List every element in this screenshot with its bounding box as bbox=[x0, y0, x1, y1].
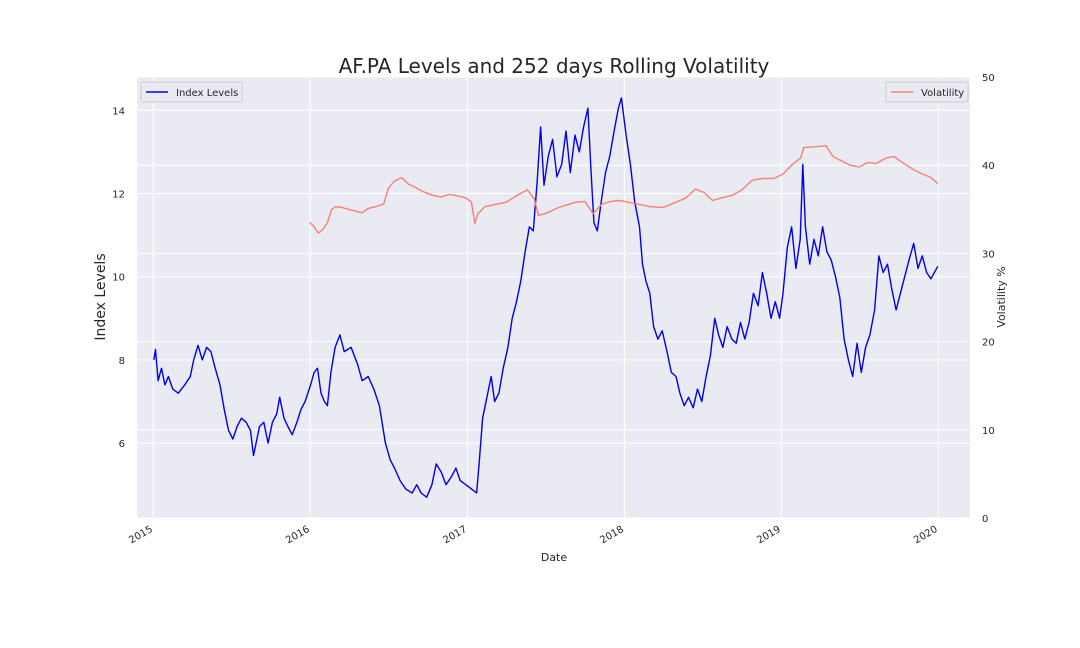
y-right-tick-label: 50 bbox=[982, 73, 995, 84]
series-line-index-levels bbox=[153, 97, 939, 498]
x-tick-label: 2017 bbox=[441, 524, 469, 546]
y-right-tick-label: 20 bbox=[982, 338, 995, 349]
series-layer bbox=[153, 97, 939, 498]
y-right-tick-label: 40 bbox=[982, 161, 995, 172]
y-right-tick-label: 30 bbox=[982, 249, 995, 260]
x-tick-label: 2019 bbox=[755, 524, 783, 546]
y-left-tick-label: 8 bbox=[119, 356, 125, 367]
y-left-tick-label: 10 bbox=[112, 273, 125, 284]
x-axis-label: Date bbox=[541, 551, 568, 564]
legend-index-levels: Index Levels bbox=[140, 81, 243, 103]
x-tick-label: 2015 bbox=[127, 524, 155, 546]
grid bbox=[137, 76, 970, 519]
y-axis-left-label: Index Levels bbox=[93, 253, 109, 340]
legend-box bbox=[140, 81, 243, 103]
y-right-tick-label: 0 bbox=[982, 514, 988, 525]
y-right-tick-label: 10 bbox=[982, 426, 995, 437]
series-line-volatility bbox=[309, 145, 939, 234]
legend-box bbox=[885, 81, 969, 103]
y-left-tick-label: 6 bbox=[119, 439, 125, 450]
x-tick-label: 2018 bbox=[598, 524, 626, 546]
legend-volatility: Volatility bbox=[885, 81, 969, 103]
y-axis-right-label: Volatility % bbox=[995, 266, 1008, 327]
y-left-tick-label: 12 bbox=[112, 189, 125, 200]
x-tick-label: 2016 bbox=[284, 524, 312, 546]
legend-label-volatility: Volatility bbox=[921, 88, 964, 99]
legend-label-index: Index Levels bbox=[176, 88, 238, 99]
x-tick-label: 2020 bbox=[912, 524, 940, 546]
y-left-tick-label: 14 bbox=[112, 106, 125, 117]
chart-title: AF.PA Levels and 252 days Rolling Volati… bbox=[339, 54, 770, 78]
